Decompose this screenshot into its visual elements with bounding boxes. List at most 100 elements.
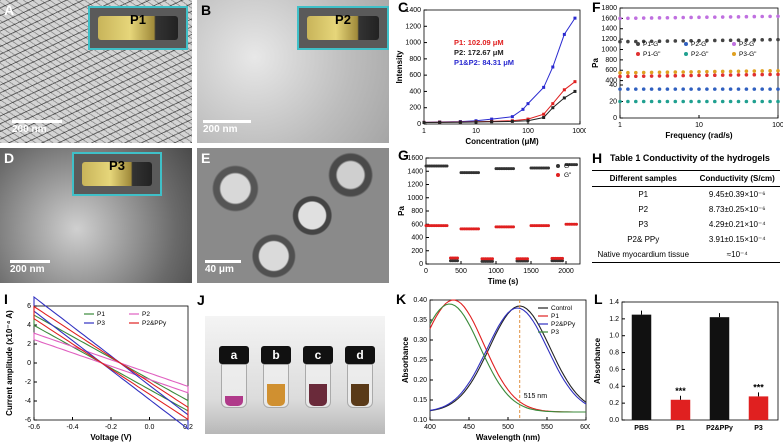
series-line bbox=[429, 303, 586, 413]
tick-label: 0.35 bbox=[413, 317, 427, 324]
data-point bbox=[649, 70, 654, 75]
data-point bbox=[665, 70, 670, 74]
scale-bar: 40 μm bbox=[205, 260, 241, 275]
legend-label: P2 bbox=[142, 311, 150, 318]
tick-label: 0.2 bbox=[609, 400, 619, 407]
tick-label: 0.10 bbox=[413, 417, 427, 424]
data-point bbox=[744, 87, 749, 91]
x-axis-label: Concentration (μM) bbox=[465, 137, 539, 146]
x-axis-label: Voltage (V) bbox=[90, 433, 132, 442]
data-point bbox=[561, 256, 564, 260]
panel-a-tem-image: A P1 200 nm bbox=[0, 0, 192, 143]
data-point bbox=[626, 39, 630, 44]
legend-marker bbox=[556, 173, 560, 177]
data-point bbox=[477, 227, 480, 231]
legend-label: G' bbox=[564, 163, 570, 170]
tick-label: 200 bbox=[411, 248, 423, 255]
data-point bbox=[681, 87, 685, 91]
legend-marker bbox=[636, 52, 640, 56]
tick-label: 0.25 bbox=[413, 357, 427, 364]
table-row: P2 8.73±0.25×10⁻⁶ bbox=[638, 205, 766, 214]
tick-label: 400 bbox=[409, 88, 421, 95]
data-point bbox=[547, 166, 550, 170]
data-point bbox=[705, 38, 709, 43]
data-point bbox=[736, 69, 741, 74]
vial-c: c bbox=[303, 346, 333, 408]
tick-label: 0.6 bbox=[609, 366, 619, 373]
data-point bbox=[776, 72, 780, 77]
annotation: P1: 102.09 μM bbox=[454, 38, 504, 47]
tick-label: 400 bbox=[424, 424, 436, 431]
data-point bbox=[673, 99, 678, 104]
data-point bbox=[681, 70, 685, 74]
tick-label: 600 bbox=[411, 221, 423, 228]
data-point bbox=[728, 15, 733, 19]
plot-frame bbox=[621, 301, 779, 421]
tick-label: 1 bbox=[618, 122, 622, 129]
data-point bbox=[697, 99, 701, 104]
data-point bbox=[697, 38, 701, 43]
table-row: Native myocardium tissue ≈10⁻⁴ bbox=[592, 247, 780, 263]
panel-label: A bbox=[4, 2, 15, 18]
panel-d-tem-image: D P3 200 nm bbox=[0, 148, 192, 283]
data-point bbox=[705, 73, 709, 78]
data-point bbox=[491, 259, 494, 263]
legend-marker bbox=[684, 42, 688, 46]
category-label: PBS bbox=[634, 425, 649, 432]
data-point bbox=[673, 15, 678, 20]
tick-label: 1000 bbox=[488, 268, 504, 275]
table-title: Table 1 Conductivity of the hydrogels bbox=[610, 153, 770, 163]
annotation: P2: 172.67 μM bbox=[454, 48, 504, 57]
data-point bbox=[626, 70, 630, 75]
data-point bbox=[744, 14, 749, 19]
vial-inset: P2 bbox=[297, 6, 389, 50]
legend-marker bbox=[556, 164, 560, 168]
data-point bbox=[760, 99, 764, 104]
significance-label: *** bbox=[753, 382, 764, 392]
tick-label: 1400 bbox=[407, 168, 423, 175]
data-point bbox=[720, 15, 725, 19]
data-point bbox=[744, 38, 749, 42]
data-point bbox=[736, 99, 741, 104]
data-point bbox=[456, 256, 459, 260]
tick-label: 0 bbox=[424, 268, 428, 275]
inset-label: P3 bbox=[109, 158, 125, 173]
data-point bbox=[445, 224, 449, 228]
data-point bbox=[634, 74, 638, 79]
data-point bbox=[768, 69, 772, 73]
legend-label: P2-G" bbox=[691, 51, 709, 58]
series-line bbox=[33, 305, 189, 421]
data-point bbox=[657, 39, 662, 43]
data-point bbox=[657, 74, 662, 78]
data-point bbox=[736, 38, 741, 42]
data-point bbox=[713, 73, 717, 78]
data-point bbox=[634, 87, 638, 91]
scale-bar: 200 nm bbox=[203, 120, 251, 135]
data-point bbox=[776, 99, 780, 104]
data-point bbox=[526, 257, 529, 261]
data-point bbox=[768, 87, 772, 91]
tick-label: 0 bbox=[417, 121, 421, 128]
tick-label: -0.4 bbox=[66, 424, 78, 431]
tick-label: 200 bbox=[409, 105, 421, 112]
data-point bbox=[634, 99, 638, 104]
legend-marker bbox=[732, 52, 736, 56]
data-point bbox=[705, 15, 709, 20]
data-point bbox=[681, 39, 685, 43]
vial-inset: P1 bbox=[88, 6, 188, 50]
tick-label: 600 bbox=[409, 72, 421, 79]
data-point bbox=[760, 87, 764, 91]
data-point bbox=[768, 72, 772, 77]
data-point bbox=[641, 39, 646, 44]
y-axis-label: Pa bbox=[397, 206, 406, 216]
bar bbox=[748, 396, 769, 420]
tick-label: 1000 bbox=[407, 195, 423, 202]
tick-label: 1200 bbox=[405, 23, 421, 30]
data-point bbox=[760, 38, 764, 42]
category-label: P1 bbox=[676, 425, 685, 432]
data-point bbox=[736, 87, 741, 91]
data-point bbox=[657, 99, 662, 104]
data-point bbox=[689, 99, 693, 104]
panel-label: H bbox=[592, 150, 603, 166]
inset-label: P2 bbox=[335, 12, 351, 27]
